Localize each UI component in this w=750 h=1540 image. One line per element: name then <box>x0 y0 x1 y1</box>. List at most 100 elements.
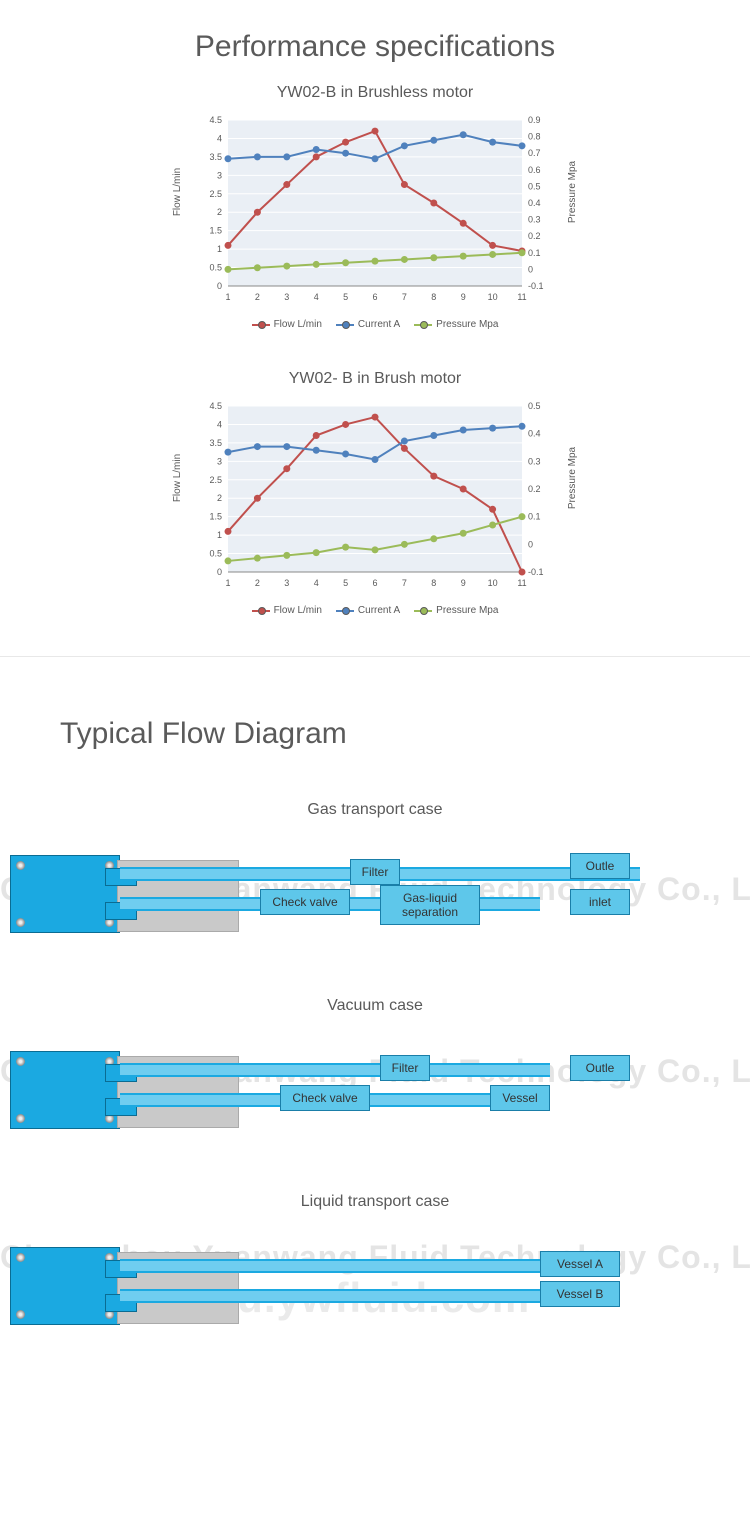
svg-text:2.5: 2.5 <box>209 189 222 199</box>
pump-icon <box>10 855 120 933</box>
chart2-ylabel-right: Pressure Mpa <box>567 447 578 509</box>
svg-text:0.7: 0.7 <box>528 148 541 158</box>
svg-text:1: 1 <box>225 578 230 588</box>
svg-text:7: 7 <box>402 578 407 588</box>
svg-text:3.5: 3.5 <box>209 152 222 162</box>
svg-text:3: 3 <box>217 170 222 180</box>
svg-text:4.5: 4.5 <box>209 401 222 411</box>
flow-canvas: FilterCheck valve Gas-liquid separation Ou… <box>0 837 750 947</box>
flow-node: Filter <box>380 1055 430 1081</box>
flow-node: Vessel A <box>540 1251 620 1277</box>
chart2-block: YW02- B in Brush motor Flow L/min 00.511… <box>0 370 750 616</box>
chart1-svg: 00.511.522.533.544.5-0.100.10.20.30.40.5… <box>180 110 570 310</box>
flow-case-title: Vacuum case <box>0 997 750 1015</box>
svg-text:0.5: 0.5 <box>528 181 541 191</box>
svg-text:0.3: 0.3 <box>528 215 541 225</box>
svg-text:6: 6 <box>372 578 377 588</box>
pipe <box>120 1259 570 1273</box>
flow-title: Typical Flow Diagram <box>0 657 750 771</box>
legend-item: Pressure Mpa <box>414 319 498 330</box>
svg-text:4: 4 <box>217 133 222 143</box>
svg-text:0.4: 0.4 <box>528 429 541 439</box>
legend-label: Flow L/min <box>274 605 322 616</box>
svg-text:4: 4 <box>217 419 222 429</box>
svg-text:0.1: 0.1 <box>528 512 541 522</box>
svg-text:2: 2 <box>217 207 222 217</box>
svg-text:-0.1: -0.1 <box>528 567 544 577</box>
flow-node: Vessel <box>490 1085 550 1111</box>
flow-node: Filter <box>350 859 400 885</box>
svg-text:0: 0 <box>217 567 222 577</box>
svg-text:1.5: 1.5 <box>209 512 222 522</box>
flow-node: Check valve <box>280 1085 370 1111</box>
svg-text:5: 5 <box>343 578 348 588</box>
svg-text:0.6: 0.6 <box>528 165 541 175</box>
svg-text:10: 10 <box>488 292 498 302</box>
svg-text:0.9: 0.9 <box>528 115 541 125</box>
svg-text:3: 3 <box>217 456 222 466</box>
svg-text:0: 0 <box>528 539 533 549</box>
svg-text:3: 3 <box>284 578 289 588</box>
flow-node: Gas-liquid separation <box>380 885 480 925</box>
svg-text:5: 5 <box>343 292 348 302</box>
chart2-wrap: Flow L/min 00.511.522.533.544.5-0.100.10… <box>180 396 570 601</box>
chart2-svg: 00.511.522.533.544.5-0.100.10.20.30.40.5… <box>180 396 570 596</box>
legend-item: Flow L/min <box>252 319 322 330</box>
svg-text:2: 2 <box>217 493 222 503</box>
perf-title: Performance specifications <box>0 0 750 84</box>
legend-label: Flow L/min <box>274 319 322 330</box>
svg-text:0.2: 0.2 <box>528 484 541 494</box>
chart1-legend: Flow L/min Current A Pressure Mpa <box>0 319 750 330</box>
svg-text:2: 2 <box>255 292 260 302</box>
svg-text:3: 3 <box>284 292 289 302</box>
chart1-ylabel-left: Flow L/min <box>172 168 183 216</box>
legend-label: Pressure Mpa <box>436 605 498 616</box>
svg-text:9: 9 <box>461 292 466 302</box>
svg-text:1.5: 1.5 <box>209 226 222 236</box>
svg-text:0.3: 0.3 <box>528 456 541 466</box>
flow-node: Vessel B <box>540 1281 620 1307</box>
legend-label: Current A <box>358 319 400 330</box>
flow-node: Check valve <box>260 889 350 915</box>
legend-item: Current A <box>336 605 400 616</box>
svg-text:0.5: 0.5 <box>209 549 222 559</box>
chart1-title: YW02-B in Brushless motor <box>0 84 750 102</box>
svg-text:8: 8 <box>431 292 436 302</box>
chart1-ylabel-right: Pressure Mpa <box>567 161 578 223</box>
legend-item: Pressure Mpa <box>414 605 498 616</box>
flow-node: inlet <box>570 889 630 915</box>
svg-text:1: 1 <box>217 530 222 540</box>
flow-case: Liquid transport caseru.ywfluid.comCheng… <box>0 1193 750 1339</box>
svg-text:2: 2 <box>255 578 260 588</box>
svg-text:0.5: 0.5 <box>209 263 222 273</box>
chart2-legend: Flow L/min Current A Pressure Mpa <box>0 605 750 616</box>
svg-text:4: 4 <box>314 578 319 588</box>
flow-node: Outle <box>570 1055 630 1081</box>
chart2-title: YW02- B in Brush motor <box>0 370 750 388</box>
svg-text:0: 0 <box>217 281 222 291</box>
flow-case-title: Gas transport case <box>0 801 750 819</box>
flow-section: Chengzhou Yuanwang Fluid Technology Co.,… <box>0 801 750 1429</box>
pump-icon <box>10 1051 120 1129</box>
pump-icon <box>10 1247 120 1325</box>
svg-text:0: 0 <box>528 264 533 274</box>
svg-text:0.8: 0.8 <box>528 132 541 142</box>
svg-text:4: 4 <box>314 292 319 302</box>
flow-case: Gas transport case FilterCheck valve Gas-… <box>0 801 750 947</box>
svg-text:4.5: 4.5 <box>209 115 222 125</box>
svg-text:0.1: 0.1 <box>528 248 541 258</box>
svg-text:7: 7 <box>402 292 407 302</box>
svg-text:10: 10 <box>488 578 498 588</box>
svg-text:1: 1 <box>225 292 230 302</box>
flow-node: Outle <box>570 853 630 879</box>
flow-case: Vacuum case Chengzhou Yuanwang Fluid Tech… <box>0 997 750 1143</box>
svg-text:-0.1: -0.1 <box>528 281 544 291</box>
flow-canvas: Chengzhou Yuanwang Fluid Technology Co.,… <box>0 1033 750 1143</box>
chart2-ylabel-left: Flow L/min <box>172 454 183 502</box>
svg-text:11: 11 <box>517 292 526 302</box>
svg-text:11: 11 <box>517 578 526 588</box>
svg-text:0.4: 0.4 <box>528 198 541 208</box>
flow-canvas: ru.ywfluid.comChengzhou Yuanwang Fluid T… <box>0 1229 750 1339</box>
legend-label: Pressure Mpa <box>436 319 498 330</box>
svg-text:0.5: 0.5 <box>528 401 541 411</box>
